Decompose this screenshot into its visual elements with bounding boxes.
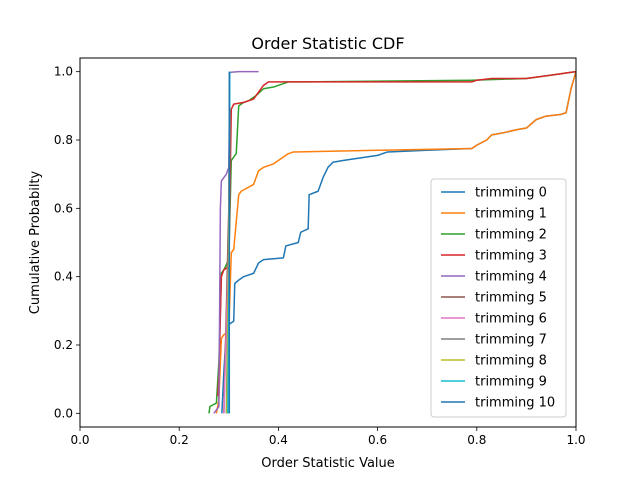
- x-tick-label: 0.0: [70, 433, 89, 447]
- legend-label: trimming 2: [475, 228, 547, 243]
- legend-label: trimming 0: [475, 186, 547, 201]
- x-tick-label: 0.6: [368, 433, 387, 447]
- legend-label: trimming 3: [475, 249, 547, 264]
- legend-label: trimming 8: [475, 354, 547, 369]
- legend-label: trimming 6: [475, 312, 547, 327]
- legend-label: trimming 9: [475, 375, 547, 390]
- legend-label: trimming 1: [475, 207, 547, 222]
- x-axis-label: Order Statistic Value: [261, 456, 395, 471]
- y-axis-label: Cumulative Probabilty: [28, 170, 43, 314]
- x-tick-label: 0.8: [467, 433, 486, 447]
- legend-label: trimming 4: [475, 270, 547, 285]
- series-line-3: [217, 70, 576, 397]
- series-line-4: [213, 70, 259, 414]
- plot-frame: [79, 57, 577, 428]
- y-tick-label: 0.2: [54, 338, 73, 352]
- x-axis: 0.0 0.2 0.4 0.6 0.8 1.0: [70, 427, 586, 447]
- legend: trimming 0 trimming 1 trimming 2 trimming 3…: [430, 178, 567, 418]
- legend-label: trimming 7: [475, 333, 547, 348]
- series-line-1: [215, 71, 576, 414]
- y-tick-label: 0.8: [54, 133, 73, 147]
- legend-label: trimming 10: [475, 396, 555, 411]
- plot-lines: [208, 70, 576, 414]
- legend-label: trimming 5: [475, 291, 547, 306]
- chart-title: Order Statistic CDF: [251, 34, 404, 53]
- y-tick-label: 0.4: [54, 270, 73, 284]
- y-tick-label: 0.6: [54, 201, 73, 215]
- y-tick-label: 0.0: [54, 406, 73, 420]
- x-tick-label: 0.4: [269, 433, 288, 447]
- x-tick-label: 0.2: [170, 433, 189, 447]
- legend-box: [430, 178, 567, 418]
- y-tick-label: 1.0: [54, 65, 73, 79]
- y-axis: 0.0 0.2 0.4 0.6 0.8 1.0: [54, 65, 80, 420]
- x-tick-label: 1.0: [566, 433, 585, 447]
